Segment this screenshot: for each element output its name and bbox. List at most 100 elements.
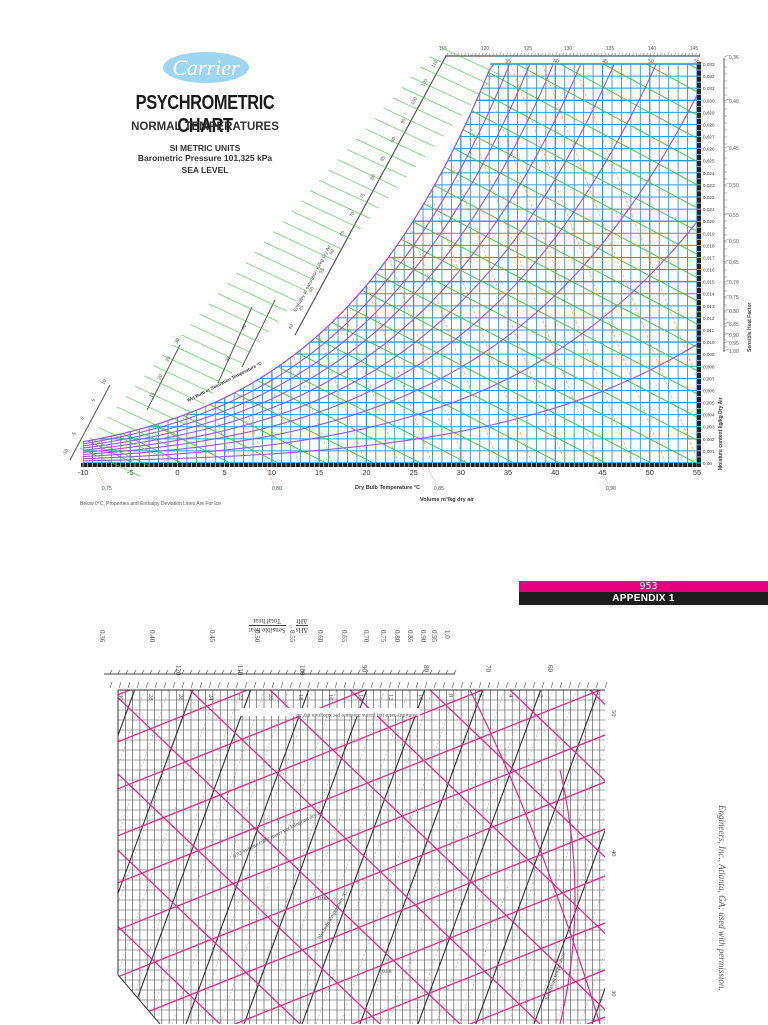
- enthalpy-scale-top: 115 120 125 130 135 140 145 35 40 45 50 55: [439, 46, 701, 65]
- svg-text:1,00: 1,00: [729, 349, 739, 355]
- svg-text:85: 85: [379, 155, 387, 163]
- svg-text:0,028: 0,028: [703, 122, 715, 127]
- svg-text:45: 45: [298, 304, 306, 312]
- svg-text:55: 55: [694, 59, 700, 65]
- svg-text:145: 145: [690, 46, 699, 52]
- svg-text:0.55: 0.55: [288, 630, 296, 643]
- svg-text:120: 120: [481, 46, 490, 52]
- svg-text:16: 16: [327, 694, 334, 701]
- svg-text:80: 80: [369, 173, 377, 181]
- svg-text:70: 70: [484, 665, 492, 673]
- svg-text:35: 35: [504, 468, 512, 477]
- svg-text:50: 50: [308, 286, 316, 294]
- svg-text:0,023: 0,023: [703, 183, 715, 188]
- svg-text:40: 40: [240, 323, 248, 331]
- svg-text:70: 70: [349, 211, 357, 219]
- svg-text:0,75: 0,75: [102, 486, 112, 492]
- svg-text:18: 18: [297, 694, 304, 701]
- svg-text:0,50: 0,50: [729, 183, 739, 189]
- svg-text:140: 140: [648, 46, 657, 52]
- svg-text:0.36: 0.36: [98, 630, 106, 643]
- svg-text:90: 90: [390, 136, 398, 144]
- svg-text:75: 75: [359, 192, 367, 200]
- svg-text:30: 30: [173, 337, 181, 345]
- svg-text:Dry Bulb Temperature °C: Dry Bulb Temperature °C: [355, 485, 420, 491]
- svg-text:5: 5: [223, 468, 227, 477]
- svg-text:115: 115: [439, 46, 447, 52]
- svg-text:0.50: 0.50: [253, 630, 261, 643]
- svg-text:0.90: 0.90: [419, 630, 427, 643]
- svg-text:0,024: 0,024: [703, 171, 715, 176]
- svg-text:10: 10: [417, 694, 424, 701]
- svg-text:15: 15: [315, 468, 323, 477]
- svg-text:0.88: 0.88: [382, 969, 392, 975]
- svg-text:0: 0: [175, 468, 179, 477]
- saturation-curve: [82, 63, 697, 443]
- svg-text:35: 35: [505, 59, 511, 65]
- svg-text:0,90: 0,90: [729, 333, 739, 339]
- svg-text:110: 110: [430, 59, 439, 69]
- svg-text:0,021: 0,021: [703, 207, 715, 212]
- svg-text:0,36: 0,36: [729, 55, 739, 61]
- svg-text:35: 35: [224, 355, 232, 363]
- page-banner: 953 APPENDIX 1: [519, 581, 768, 605]
- svg-text:60: 60: [546, 665, 554, 673]
- svg-text:Sensible Heat Factor: Sensible Heat Factor: [747, 302, 753, 352]
- svg-text:110: 110: [236, 665, 244, 676]
- level-label: SEA LEVEL: [181, 165, 229, 175]
- svg-text:4: 4: [507, 694, 514, 698]
- svg-text:0.45: 0.45: [208, 630, 216, 643]
- svg-text:0,031: 0,031: [703, 86, 715, 91]
- svg-text:0,85: 0,85: [729, 322, 739, 328]
- svg-text:-5: -5: [70, 431, 77, 438]
- svg-text:0,011: 0,011: [703, 328, 715, 333]
- svg-text:65: 65: [339, 230, 347, 238]
- svg-text:90: 90: [360, 665, 368, 673]
- svg-text:0.65: 0.65: [340, 630, 348, 643]
- chart-grid: [83, 64, 697, 463]
- svg-text:0,009: 0,009: [703, 352, 715, 357]
- svg-text:0,002: 0,002: [703, 437, 715, 442]
- bottom-enthalpy-scale: 120 110 100 90 80 70 60: [109, 665, 608, 689]
- svg-text:26: 26: [177, 694, 184, 701]
- svg-text:0,015: 0,015: [703, 280, 715, 285]
- svg-text:15: 15: [148, 391, 156, 399]
- svg-text:105: 105: [420, 77, 429, 87]
- svg-text:Wet Bulb or Saturation Tempera: Wet Bulb or Saturation Temperature °C: [186, 360, 263, 403]
- svg-text:0,025: 0,025: [703, 159, 715, 164]
- svg-text:14: 14: [357, 694, 364, 701]
- svg-text:10: 10: [100, 378, 108, 386]
- svg-text:6: 6: [477, 694, 484, 698]
- svg-text:0,019: 0,019: [703, 231, 715, 236]
- svg-text:25: 25: [409, 468, 417, 477]
- svg-text:1.0: 1.0: [443, 630, 451, 639]
- svg-text:40: 40: [553, 59, 559, 65]
- svg-text:0,00: 0,00: [703, 461, 712, 466]
- svg-text:95: 95: [400, 117, 408, 125]
- svg-text:0.95: 0.95: [430, 630, 438, 643]
- svg-text:45: 45: [602, 59, 608, 65]
- svg-text:100: 100: [298, 665, 306, 676]
- svg-text:0.90: 0.90: [318, 896, 328, 902]
- svg-text:28: 28: [147, 694, 154, 701]
- svg-text:12: 12: [387, 694, 394, 701]
- svg-text:0,008: 0,008: [703, 364, 715, 369]
- chart-title: PSYCHROMETRIC CHART: [135, 92, 275, 137]
- svg-text:0,90: 0,90: [606, 486, 616, 492]
- svg-text:40: 40: [551, 468, 559, 477]
- sensible-heat-factor-scale: 0,36 0,40 0,45 0,50 0,55 0,60 0,65 0,70 0,75 0,80…: [723, 54, 753, 355]
- svg-text:0.60: 0.60: [316, 630, 324, 643]
- bottom-shf-scale: 0.36 0.40 0.45 0.50 0.55 0.60 0.65 0.70 0.75 0.80…: [98, 630, 457, 675]
- svg-text:Moisture content kg/kg Dry Air: Moisture content kg/kg Dry Air: [718, 397, 724, 470]
- svg-text:0,013: 0,013: [703, 304, 715, 309]
- svg-text:25: 25: [164, 355, 172, 363]
- svg-text:0.75: 0.75: [379, 630, 387, 643]
- psychrometric-chart-top: -10-50510152025303540455055Dry Bulb Temp…: [61, 45, 753, 503]
- svg-text:0,004: 0,004: [703, 413, 715, 418]
- svg-text:55: 55: [693, 468, 701, 477]
- svg-text:120: 120: [174, 665, 182, 676]
- svg-text:40: 40: [610, 850, 617, 857]
- svg-text:0,80: 0,80: [729, 309, 739, 315]
- credit-text: Engineers, Inc., Atlanta, GA; used with …: [717, 805, 727, 991]
- page-number: 953: [519, 581, 768, 592]
